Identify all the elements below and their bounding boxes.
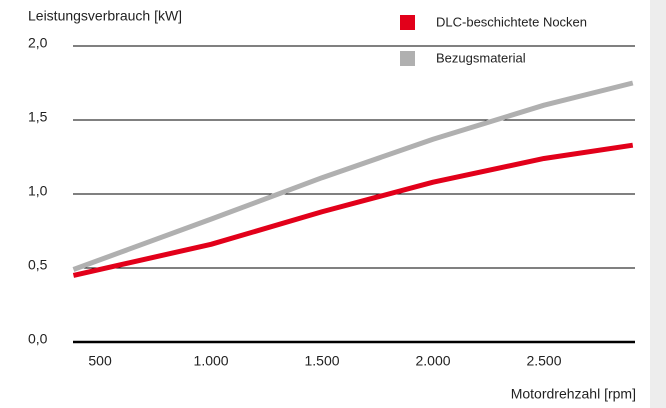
x-tick-label: 2.500 — [526, 353, 561, 369]
y-tick-label: 1,0 — [28, 183, 48, 199]
y-tick-label: 1,5 — [28, 109, 48, 125]
series-line — [72, 142, 634, 278]
x-tick-label: 2.000 — [415, 353, 450, 369]
legend-swatch — [400, 51, 415, 66]
y-tick-label: 0,0 — [28, 331, 48, 347]
x-tick-label: 1.500 — [305, 353, 340, 369]
x-tick-label: 1.000 — [194, 353, 229, 369]
y-tick-label: 2,0 — [28, 35, 48, 51]
side-strip — [650, 0, 666, 408]
y-axis-label: Leistungsverbrauch [kW] — [28, 8, 182, 24]
legend-label: DLC-beschichtete Nocken — [436, 14, 587, 29]
legend-swatch — [400, 15, 415, 30]
y-tick-label: 0,5 — [28, 257, 48, 273]
x-axis-label: Motordrehzahl [rpm] — [511, 386, 636, 402]
legend: DLC-beschichtete Nocken Bezugsmaterial — [400, 14, 587, 66]
legend-label: Bezugsmaterial — [436, 50, 526, 65]
x-tick-label: 500 — [88, 353, 112, 369]
series-line — [72, 80, 634, 272]
